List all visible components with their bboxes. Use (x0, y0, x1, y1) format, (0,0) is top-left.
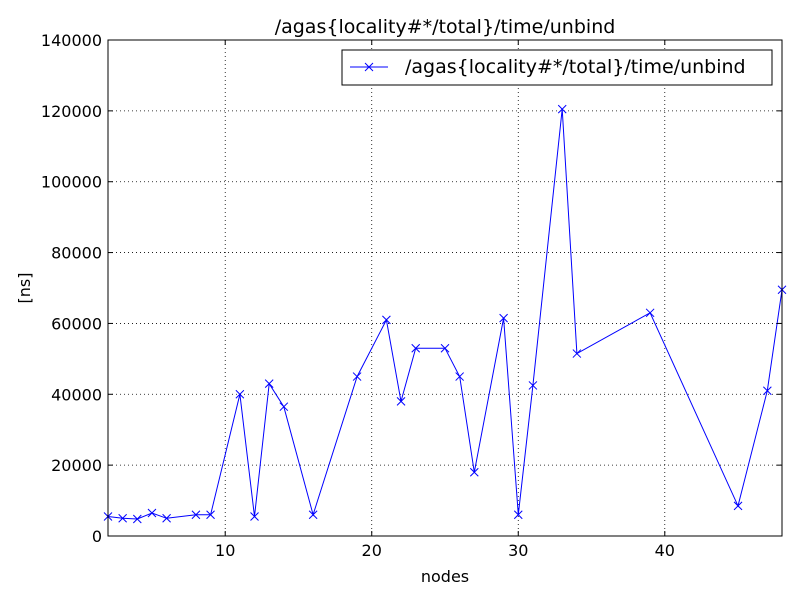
x-tick-label: 10 (215, 541, 235, 560)
data-point-marker (440, 343, 450, 353)
y-tick-label: 0 (92, 527, 102, 546)
x-axis-label: nodes (421, 567, 469, 586)
x-tick-label: 30 (508, 541, 528, 560)
data-point-marker (762, 386, 772, 396)
legend: /agas{locality#*/total}/time/unbind (341, 49, 773, 86)
y-tick-label: 20000 (51, 456, 102, 475)
data-point-marker (645, 308, 655, 318)
data-point-marker (162, 513, 171, 523)
axis-ticks: 10 20 30 40 0 20000 40000 60000 80000 100000 12000… (41, 31, 782, 560)
y-tick-label: 100000 (41, 173, 102, 192)
y-tick-label: 120000 (41, 102, 102, 121)
y-axis-label: [ns] (15, 273, 34, 304)
y-tick-label: 80000 (51, 244, 102, 263)
data-point-marker (499, 313, 508, 323)
data-point-marker (469, 467, 479, 477)
data-point-marker (264, 379, 274, 389)
x-tick-label: 20 (362, 541, 382, 560)
legend-label: /agas{locality#*/total}/time/unbind (405, 56, 746, 78)
data-point-marker (733, 501, 743, 511)
data-point-marker (118, 513, 128, 523)
legend-frame (341, 49, 773, 86)
data-point-marker (411, 343, 421, 353)
data-point-marker (513, 510, 523, 520)
data-point-marker (279, 402, 289, 412)
data-point-marker (191, 510, 201, 520)
data-point-marker (557, 104, 567, 114)
chart-title: /agas{locality#*/total}/time/unbind (275, 16, 616, 38)
y-tick-label: 40000 (51, 385, 102, 404)
series-layer (103, 104, 787, 524)
data-point-marker (206, 510, 215, 520)
plot-frame (107, 39, 783, 537)
grid-lines (108, 40, 782, 536)
data-point-marker (235, 389, 245, 399)
data-point-marker (308, 510, 318, 520)
y-tick-label: 140000 (41, 31, 102, 50)
data-point-marker (528, 381, 538, 390)
data-point-marker (382, 315, 391, 325)
data-point-marker (396, 397, 406, 406)
data-point-marker (250, 512, 259, 521)
data-point-marker (455, 372, 465, 381)
x-tick-label: 40 (655, 541, 675, 560)
series-line (107, 109, 783, 520)
data-point-marker (572, 349, 582, 358)
data-point-marker (352, 372, 362, 381)
data-point-marker (132, 514, 142, 524)
plot-background (108, 40, 782, 536)
data-point-marker (147, 508, 157, 518)
legend-marker-x (364, 62, 374, 72)
y-tick-label: 60000 (51, 314, 102, 333)
